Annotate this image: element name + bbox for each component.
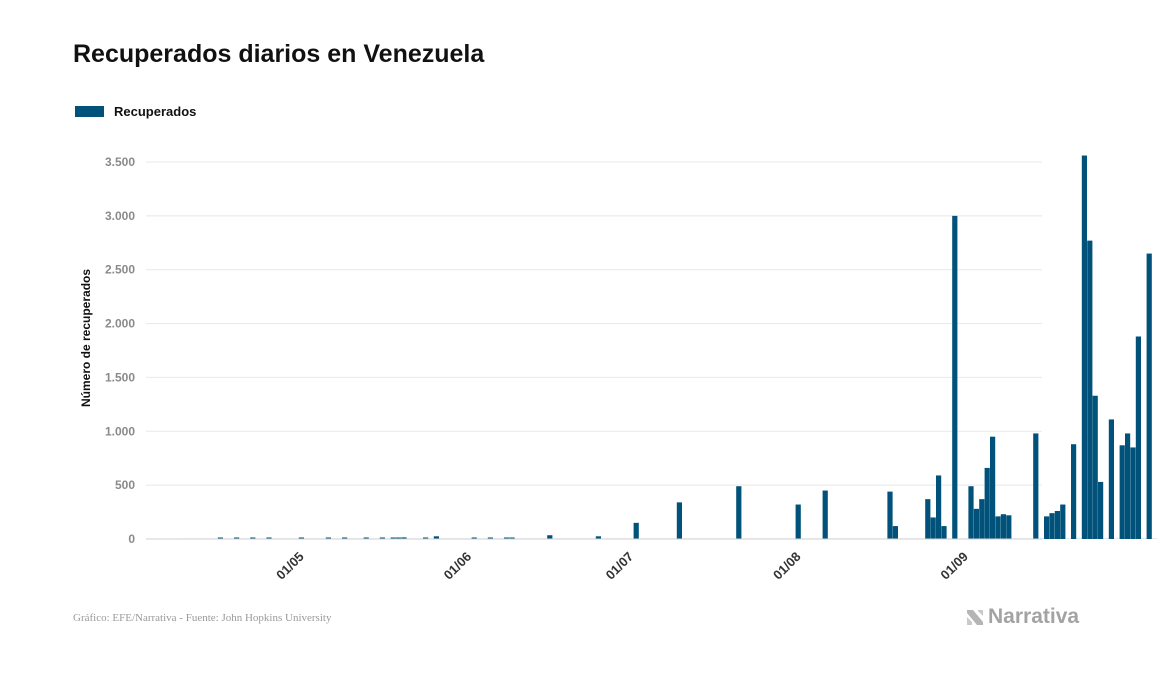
bar [1119,445,1125,539]
bar [1146,253,1152,539]
bar [984,467,990,539]
bar [423,537,429,539]
gridlines [146,161,1042,486]
bar [1103,538,1109,539]
bar [676,502,682,539]
y-tick-label: 2.500 [105,263,135,277]
bar [1098,481,1104,539]
bar [1071,444,1077,539]
y-tick-label: 3.500 [105,155,135,169]
legend-label: Recuperados [114,104,197,119]
bar [941,526,947,539]
bar [509,537,515,539]
bar [595,536,601,539]
bar [1049,513,1055,539]
bar [892,526,898,539]
bar [952,215,958,540]
bar [968,486,974,539]
bar [401,537,407,539]
y-tick-label: 2.000 [105,317,135,331]
bar [504,537,510,539]
y-tick-label: 0 [128,532,135,546]
narrativa-logo: Narrativa [965,605,1079,629]
bar [925,499,931,539]
bar [217,537,223,539]
bar [930,517,936,539]
bar [1044,516,1050,539]
bar [990,436,996,539]
bar [1130,447,1136,539]
bar [1081,155,1087,540]
bar [547,535,553,539]
bar [396,537,402,539]
bar [1000,514,1006,539]
bar [822,490,828,539]
bars [180,155,1157,540]
y-tick-label: 1.500 [105,370,135,384]
bar [736,486,742,539]
x-tick-label: 01/08 [770,549,804,583]
bar [266,537,272,539]
bar [363,537,369,539]
bar [1087,240,1093,539]
bar [1060,504,1066,539]
bar [1152,538,1157,539]
bar [1033,433,1039,539]
bar [433,536,439,539]
legend: Recuperados [75,104,196,119]
bar [1092,395,1098,539]
x-tick-label: 01/09 [937,549,971,583]
bar [1125,433,1131,539]
x-tick-label: 01/07 [603,549,637,583]
narrativa-logo-icon [967,610,983,625]
bar [973,508,979,539]
y-tick-label: 1.000 [105,424,135,438]
bar [1108,419,1114,539]
bar [1141,538,1147,539]
bar [1076,538,1082,539]
bar [936,475,942,539]
bar [342,537,348,539]
bar [390,537,396,539]
bar [1135,336,1141,539]
y-tick-label: 500 [115,478,135,492]
bar [298,537,304,539]
bar [1114,538,1120,539]
legend-swatch [75,106,104,117]
bar [379,537,385,539]
bar [234,537,240,539]
x-axis-ticks: 01/05 01/06 01/07 01/08 01/09 [273,549,971,583]
bar [887,491,893,539]
bar [1054,510,1060,539]
x-tick-label: 01/06 [441,549,475,583]
bar [487,537,493,539]
bar [325,537,331,539]
y-axis-ticks: 0 500 1.000 1.500 2.000 2.500 3.000 3.500 [105,155,135,546]
y-tick-label: 3.000 [105,209,135,223]
bar [795,504,801,539]
bar [979,499,985,539]
y-axis-title: Número de recuperados [79,269,93,407]
bar [1065,538,1071,539]
bar [471,537,477,539]
bar [995,516,1001,539]
bar [1006,515,1012,539]
source-note: Gráfico: EFE/Narrativa - Fuente: John Ho… [73,612,332,624]
bar [633,522,639,539]
bar [250,537,256,539]
narrativa-logo-text: Narrativa [988,605,1080,628]
chart-title: Recuperados diarios en Venezuela [73,40,485,68]
x-tick-label: 01/05 [273,549,307,583]
